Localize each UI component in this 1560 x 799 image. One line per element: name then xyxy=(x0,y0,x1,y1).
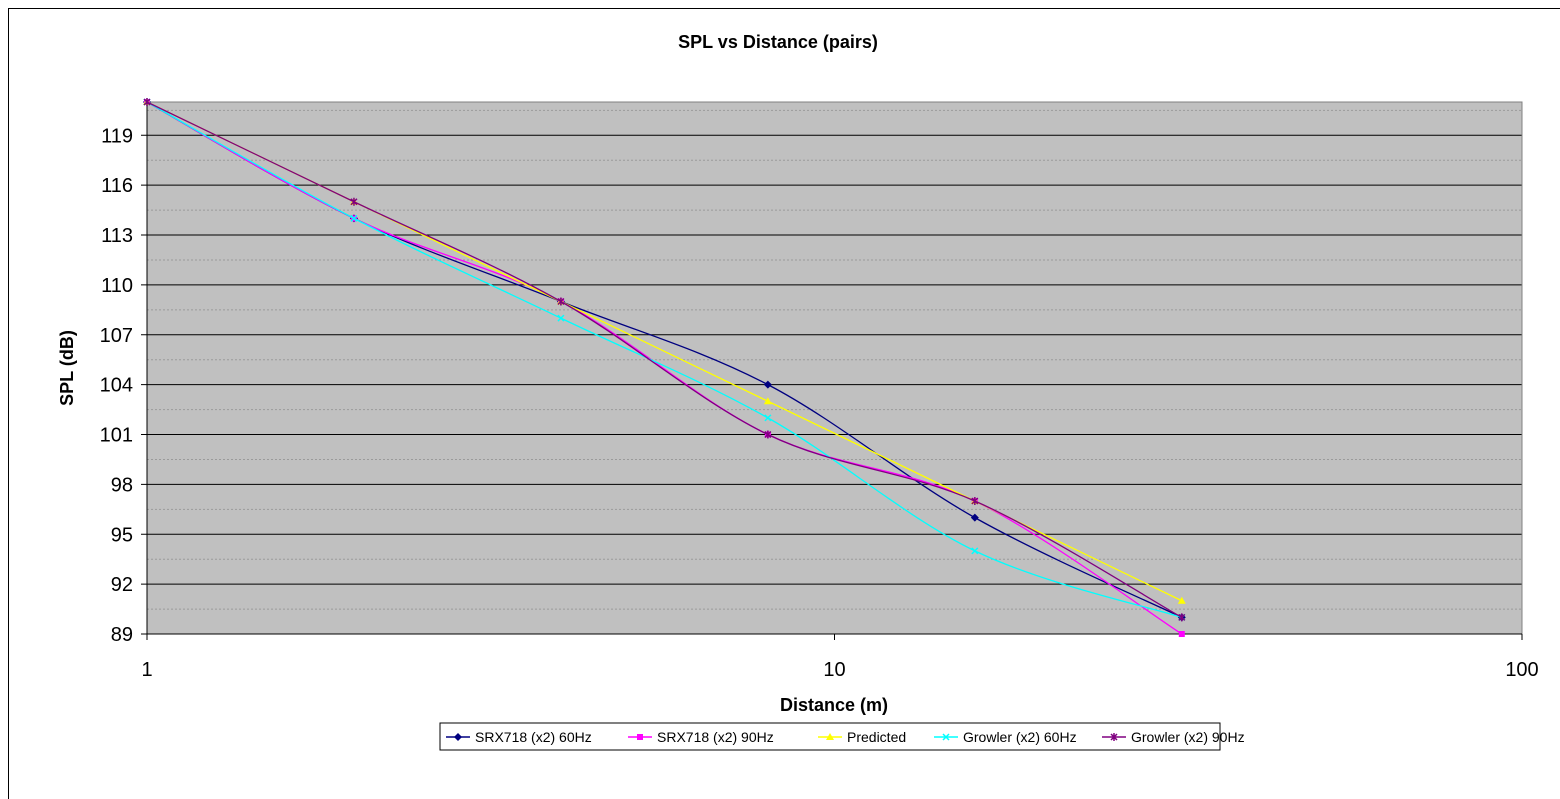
point-marker xyxy=(637,734,643,740)
point-marker xyxy=(350,214,358,222)
y-tick-label: 107 xyxy=(100,325,133,347)
y-tick-labels: 89 92 95 98 101 104 107 110 113 116 119 xyxy=(100,102,148,646)
point-marker xyxy=(942,733,950,741)
chart-area xyxy=(8,8,1560,799)
point-marker xyxy=(350,197,358,206)
y-tick-label: 113 xyxy=(101,225,133,247)
plot-background xyxy=(146,101,1523,635)
legend-item-2: SRX718 (x2) 90Hz xyxy=(628,729,774,745)
legend-item-5: Growler (x2) 90Hz xyxy=(1102,729,1245,745)
x-tick-label: 1 xyxy=(141,659,152,681)
x-tick-labels: 1 10 100 xyxy=(141,633,1539,681)
point-marker xyxy=(764,430,772,439)
series-line xyxy=(146,101,1183,635)
point-marker xyxy=(970,513,979,522)
legend-label: Growler (x2) 90Hz xyxy=(1131,729,1245,745)
point-marker xyxy=(1110,733,1118,741)
y-tick-label: 89 xyxy=(111,624,133,646)
legend-label: Growler (x2) 60Hz xyxy=(963,729,1077,745)
point-marker xyxy=(557,314,565,322)
point-marker xyxy=(143,98,151,106)
point-marker xyxy=(971,497,979,505)
legend-label: SRX718 (x2) 60Hz xyxy=(475,729,592,745)
x-axis-title: Distance (m) xyxy=(780,695,888,715)
chart-title: SPL vs Distance (pairs) xyxy=(678,32,878,52)
point-marker xyxy=(763,397,772,405)
y-tick-label: 110 xyxy=(101,275,133,297)
point-marker xyxy=(971,547,979,555)
point-marker xyxy=(1178,613,1186,622)
x-tick-label: 100 xyxy=(1505,659,1538,681)
point-marker xyxy=(1177,596,1186,604)
y-tick-label: 98 xyxy=(111,474,133,496)
series-line xyxy=(146,101,1182,618)
legend-item-4: Growler (x2) 60Hz xyxy=(934,729,1077,745)
legend-label: Predicted xyxy=(847,729,906,745)
legend: SRX718 (x2) 60Hz SRX718 (x2) 90Hz Predicte… xyxy=(439,722,1245,751)
point-marker xyxy=(454,733,462,741)
point-marker xyxy=(557,297,565,306)
point-marker xyxy=(1178,631,1185,637)
point-marker xyxy=(764,414,772,422)
x-tick-label: 10 xyxy=(823,659,845,681)
y-axis-title: SPL (dB) xyxy=(57,330,77,406)
point-marker xyxy=(826,733,834,740)
series-5 xyxy=(143,98,1186,622)
y-tick-label: 116 xyxy=(101,175,133,197)
series-line xyxy=(146,101,1183,618)
y-tick-label: 92 xyxy=(111,574,133,596)
legend-item-1: SRX718 (x2) 60Hz xyxy=(446,729,592,745)
y-tick-label: 101 xyxy=(100,425,133,447)
point-marker xyxy=(763,380,772,389)
y-tick-label: 119 xyxy=(101,125,133,147)
series-layer xyxy=(143,98,1186,637)
legend-label: SRX718 (x2) 90Hz xyxy=(657,729,774,745)
y-tick-label: 95 xyxy=(111,524,133,546)
gridlines xyxy=(147,102,1523,635)
y-tick-label: 104 xyxy=(100,375,133,397)
legend-item-3: Predicted xyxy=(818,729,906,745)
